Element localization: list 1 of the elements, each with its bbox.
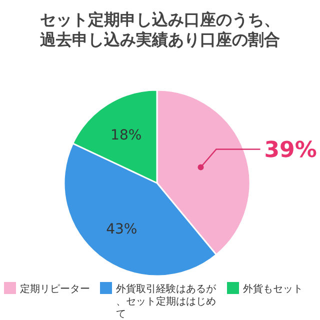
title: セット定期申し込み口座のうち、過去申し込み実績あり口座の割合 — [40, 10, 280, 49]
